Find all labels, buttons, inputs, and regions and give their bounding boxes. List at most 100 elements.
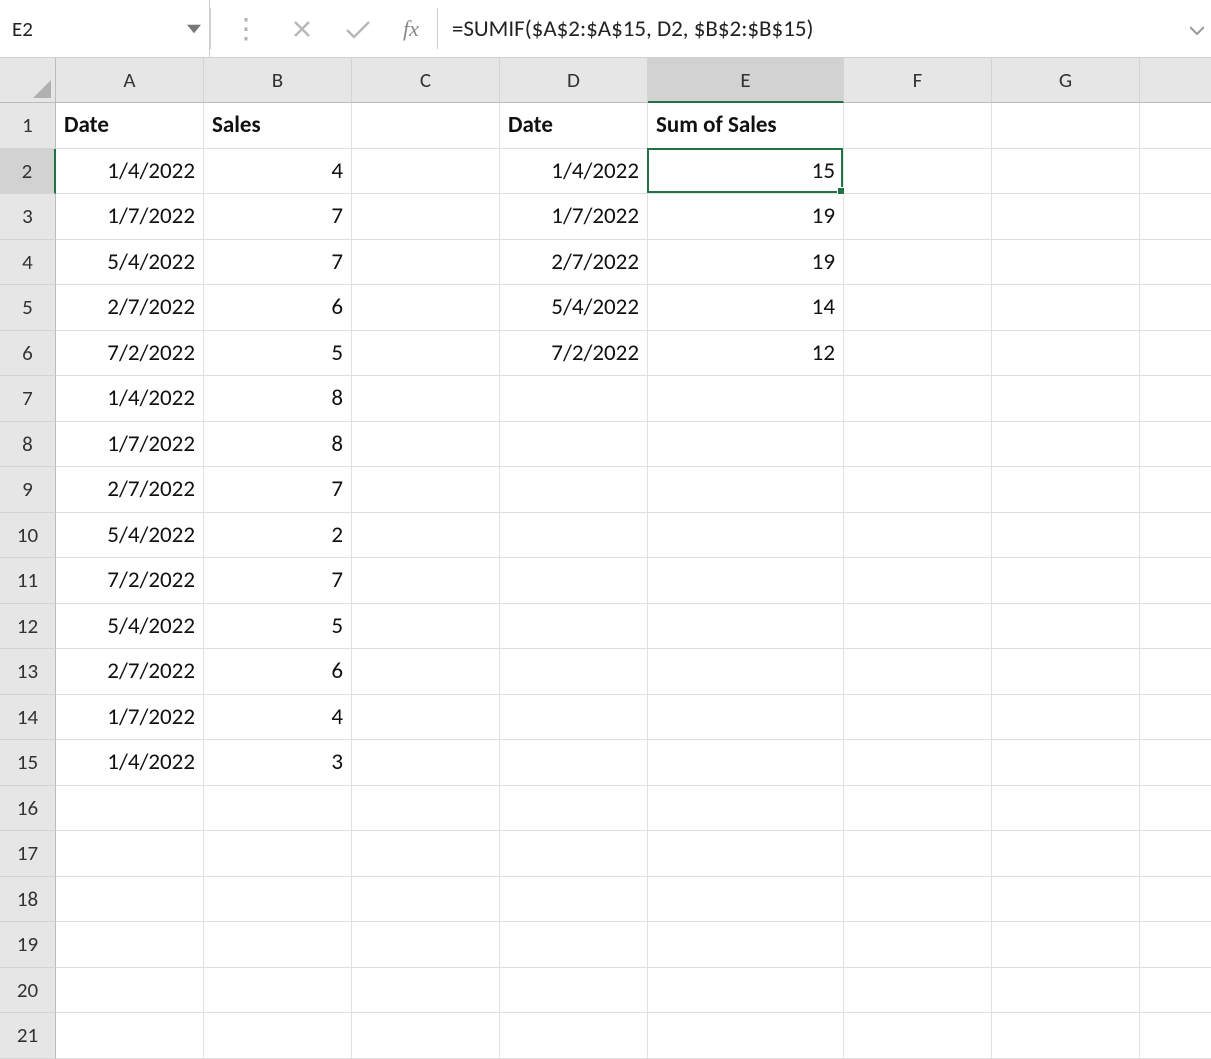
- cell-partial-21[interactable]: [1140, 1013, 1211, 1059]
- row-header-20[interactable]: 20: [0, 968, 56, 1014]
- cell-F16[interactable]: [844, 786, 992, 832]
- cell-A2[interactable]: 1/4/2022: [56, 149, 204, 195]
- cell-D8[interactable]: [500, 422, 648, 468]
- cell-partial-8[interactable]: [1140, 422, 1211, 468]
- cell-E10[interactable]: [648, 513, 844, 559]
- row-header-9[interactable]: 9: [0, 467, 56, 513]
- cell-F4[interactable]: [844, 240, 992, 286]
- row-header-18[interactable]: 18: [0, 877, 56, 923]
- cell-B13[interactable]: 6: [204, 649, 352, 695]
- cell-C21[interactable]: [352, 1013, 500, 1059]
- row-header-17[interactable]: 17: [0, 831, 56, 877]
- row-header-21[interactable]: 21: [0, 1013, 56, 1059]
- cell-E4[interactable]: 19: [648, 240, 844, 286]
- row-header-16[interactable]: 16: [0, 786, 56, 832]
- fx-label[interactable]: fx: [393, 0, 437, 57]
- cell-B19[interactable]: [204, 922, 352, 968]
- cell-A4[interactable]: 5/4/2022: [56, 240, 204, 286]
- cell-D15[interactable]: [500, 740, 648, 786]
- cell-D4[interactable]: 2/7/2022: [500, 240, 648, 286]
- cell-B6[interactable]: 5: [204, 331, 352, 377]
- cell-D13[interactable]: [500, 649, 648, 695]
- cell-E2[interactable]: 15: [648, 149, 844, 195]
- cell-C13[interactable]: [352, 649, 500, 695]
- cell-C1[interactable]: [352, 103, 500, 149]
- cell-D11[interactable]: [500, 558, 648, 604]
- cell-partial-11[interactable]: [1140, 558, 1211, 604]
- cell-A7[interactable]: 1/4/2022: [56, 376, 204, 422]
- cell-D21[interactable]: [500, 1013, 648, 1059]
- cell-C3[interactable]: [352, 194, 500, 240]
- row-header-11[interactable]: 11: [0, 558, 56, 604]
- cell-B3[interactable]: 7: [204, 194, 352, 240]
- expand-formula-bar-icon[interactable]: [1183, 0, 1211, 57]
- row-header-8[interactable]: 8: [0, 422, 56, 468]
- cell-G4[interactable]: [992, 240, 1140, 286]
- cell-B11[interactable]: 7: [204, 558, 352, 604]
- cell-F1[interactable]: [844, 103, 992, 149]
- cell-A20[interactable]: [56, 968, 204, 1014]
- cell-G21[interactable]: [992, 1013, 1140, 1059]
- cell-C2[interactable]: [352, 149, 500, 195]
- cell-partial-14[interactable]: [1140, 695, 1211, 741]
- cell-G7[interactable]: [992, 376, 1140, 422]
- cell-G5[interactable]: [992, 285, 1140, 331]
- cell-F7[interactable]: [844, 376, 992, 422]
- cell-partial-13[interactable]: [1140, 649, 1211, 695]
- cell-G8[interactable]: [992, 422, 1140, 468]
- cell-C6[interactable]: [352, 331, 500, 377]
- cell-G9[interactable]: [992, 467, 1140, 513]
- row-header-10[interactable]: 10: [0, 513, 56, 559]
- cell-G11[interactable]: [992, 558, 1140, 604]
- select-all-corner[interactable]: [0, 58, 56, 103]
- cell-partial-19[interactable]: [1140, 922, 1211, 968]
- cell-partial-6[interactable]: [1140, 331, 1211, 377]
- cell-G14[interactable]: [992, 695, 1140, 741]
- cell-C18[interactable]: [352, 877, 500, 923]
- cell-B20[interactable]: [204, 968, 352, 1014]
- cell-B16[interactable]: [204, 786, 352, 832]
- cell-F19[interactable]: [844, 922, 992, 968]
- cell-A3[interactable]: 1/7/2022: [56, 194, 204, 240]
- row-header-2[interactable]: 2: [0, 149, 56, 195]
- column-header-E[interactable]: E: [648, 58, 844, 103]
- cell-D6[interactable]: 7/2/2022: [500, 331, 648, 377]
- column-header-F[interactable]: F: [844, 58, 992, 103]
- cell-partial-3[interactable]: [1140, 194, 1211, 240]
- cell-G1[interactable]: [992, 103, 1140, 149]
- cell-F18[interactable]: [844, 877, 992, 923]
- cell-E13[interactable]: [648, 649, 844, 695]
- cell-partial-9[interactable]: [1140, 467, 1211, 513]
- cell-E8[interactable]: [648, 422, 844, 468]
- cell-C7[interactable]: [352, 376, 500, 422]
- cell-partial-18[interactable]: [1140, 877, 1211, 923]
- row-header-12[interactable]: 12: [0, 604, 56, 650]
- cell-B5[interactable]: 6: [204, 285, 352, 331]
- cell-A17[interactable]: [56, 831, 204, 877]
- cell-B14[interactable]: 4: [204, 695, 352, 741]
- cell-C12[interactable]: [352, 604, 500, 650]
- cell-D2[interactable]: 1/4/2022: [500, 149, 648, 195]
- cell-G20[interactable]: [992, 968, 1140, 1014]
- cell-partial-4[interactable]: [1140, 240, 1211, 286]
- cell-B15[interactable]: 3: [204, 740, 352, 786]
- cell-A6[interactable]: 7/2/2022: [56, 331, 204, 377]
- cell-partial-17[interactable]: [1140, 831, 1211, 877]
- cell-F14[interactable]: [844, 695, 992, 741]
- cell-partial-7[interactable]: [1140, 376, 1211, 422]
- cell-E7[interactable]: [648, 376, 844, 422]
- row-header-1[interactable]: 1: [0, 103, 56, 149]
- cell-E12[interactable]: [648, 604, 844, 650]
- cell-F12[interactable]: [844, 604, 992, 650]
- cell-C5[interactable]: [352, 285, 500, 331]
- column-header-D[interactable]: D: [500, 58, 648, 103]
- cell-B9[interactable]: 7: [204, 467, 352, 513]
- cell-D18[interactable]: [500, 877, 648, 923]
- cell-B4[interactable]: 7: [204, 240, 352, 286]
- cell-F3[interactable]: [844, 194, 992, 240]
- cell-A13[interactable]: 2/7/2022: [56, 649, 204, 695]
- cell-C4[interactable]: [352, 240, 500, 286]
- cell-A21[interactable]: [56, 1013, 204, 1059]
- row-header-6[interactable]: 6: [0, 331, 56, 377]
- cell-F13[interactable]: [844, 649, 992, 695]
